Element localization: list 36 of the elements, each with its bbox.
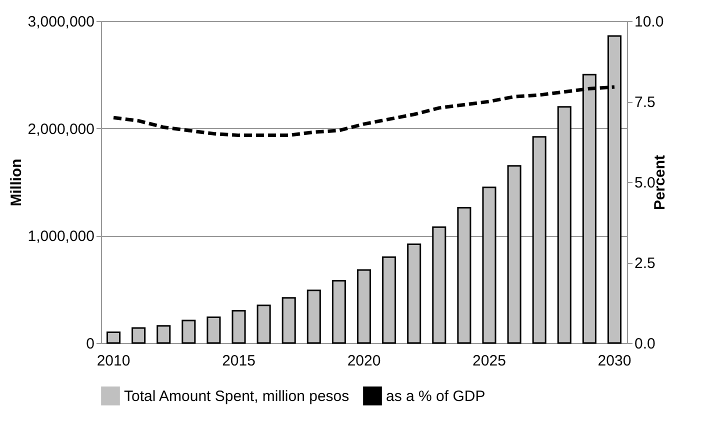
bar bbox=[356, 269, 372, 344]
x-tick-label: 2020 bbox=[347, 352, 381, 370]
bar bbox=[457, 207, 472, 344]
bar bbox=[282, 297, 296, 344]
x-tick-label: 2025 bbox=[472, 352, 506, 370]
legend-label: Total Amount Spent, million pesos bbox=[124, 388, 350, 405]
y2-tick-label: 10.0 bbox=[634, 14, 664, 30]
bar bbox=[182, 320, 196, 344]
bar bbox=[132, 327, 146, 344]
y-tick-label: 0 bbox=[86, 336, 94, 352]
y2-tick-label: 5.0 bbox=[634, 174, 656, 192]
bar bbox=[382, 256, 396, 344]
y-tick-label: 2,000,000 bbox=[28, 120, 94, 138]
bar bbox=[256, 304, 271, 344]
bar bbox=[482, 186, 496, 344]
bar bbox=[306, 290, 321, 344]
bar bbox=[206, 316, 221, 344]
y2-tick-label: 7.5 bbox=[634, 94, 656, 111]
y-tick-label: 3,000,000 bbox=[28, 14, 94, 30]
bar bbox=[557, 106, 572, 344]
x-tick-label: 2010 bbox=[96, 352, 130, 370]
x-tick-label: 2030 bbox=[598, 352, 632, 370]
x-tick-label: 2015 bbox=[222, 352, 256, 370]
y-tick-label: 1,000,000 bbox=[28, 228, 94, 246]
bar bbox=[407, 244, 422, 344]
bar bbox=[532, 136, 546, 344]
legend-label: as a % of GDP bbox=[386, 388, 486, 405]
y2-tick-label: 2.5 bbox=[634, 255, 656, 272]
bar bbox=[106, 332, 121, 344]
bar bbox=[232, 310, 246, 344]
y-axis-title: Million bbox=[8, 158, 25, 206]
bar bbox=[507, 165, 522, 344]
bar bbox=[432, 226, 446, 344]
bar bbox=[332, 280, 346, 344]
y2-tick-label: 0.0 bbox=[634, 336, 656, 352]
bar bbox=[156, 325, 171, 344]
